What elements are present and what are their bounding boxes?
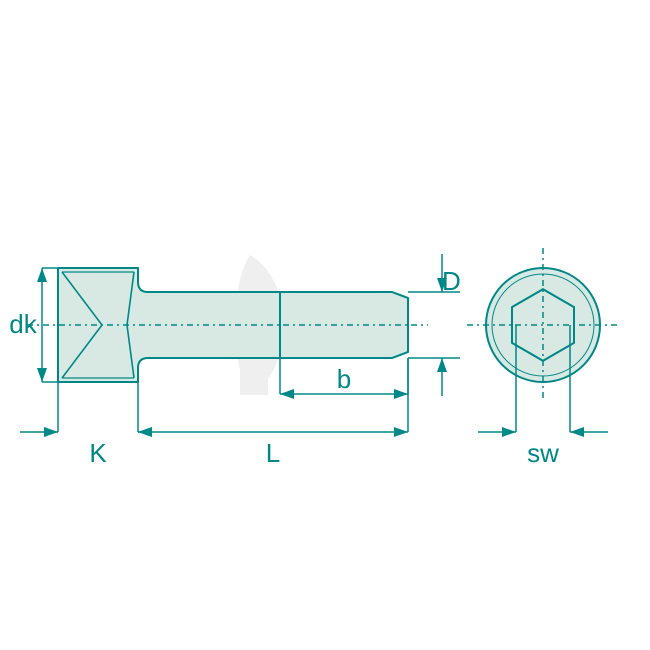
- technical-drawing: dk Db K Lsw: [0, 0, 650, 650]
- arrowhead: [44, 427, 58, 437]
- arrowhead: [437, 358, 447, 372]
- arrowhead: [280, 389, 294, 399]
- arrowhead: [394, 389, 408, 399]
- arrowhead: [394, 427, 408, 437]
- dimension-label: K: [89, 438, 107, 468]
- dimension-label: L: [266, 438, 280, 468]
- arrowhead: [570, 427, 584, 437]
- arrowhead: [138, 427, 152, 437]
- dimension-label: sw: [527, 438, 559, 468]
- arrowhead: [502, 427, 516, 437]
- dimension-label: dk: [9, 309, 37, 339]
- dimension-label: b: [337, 364, 351, 394]
- dimension-label: D: [442, 266, 461, 296]
- arrowhead: [37, 368, 47, 382]
- arrowhead: [37, 268, 47, 282]
